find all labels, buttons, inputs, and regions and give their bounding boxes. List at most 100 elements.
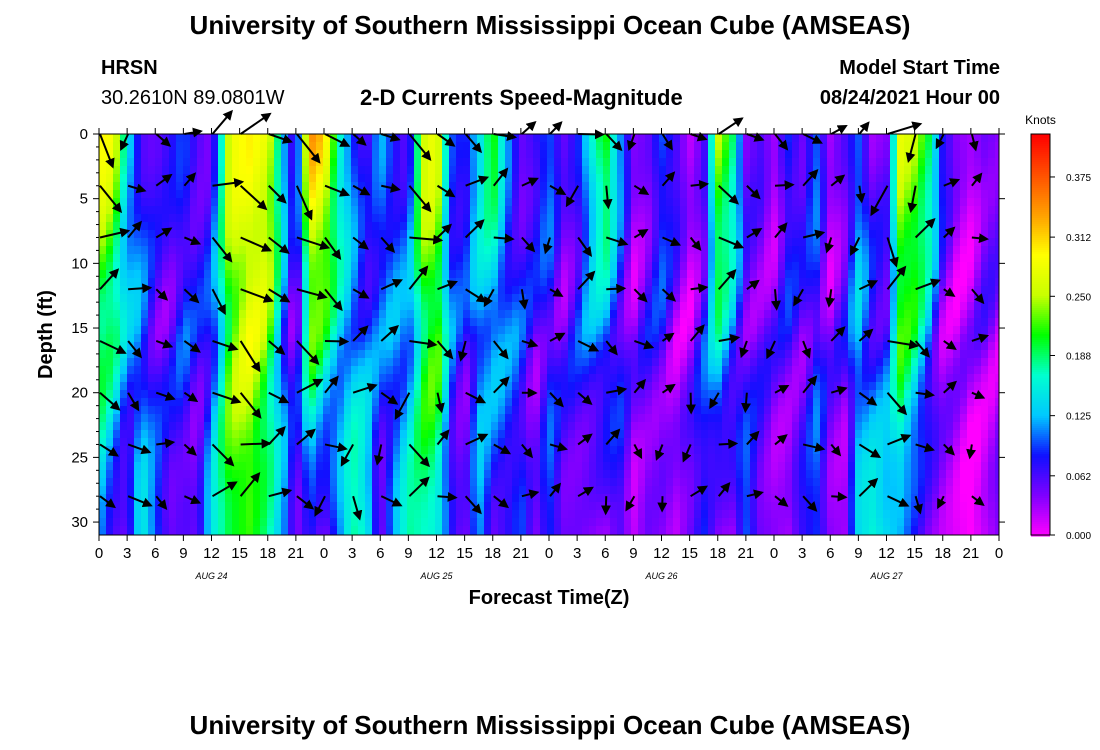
heatmap-cell: [554, 342, 562, 351]
heatmap-cell: [603, 350, 611, 359]
heatmap-cell: [393, 262, 401, 271]
heatmap-cell: [666, 486, 674, 495]
heatmap-cell: [603, 518, 611, 527]
heatmap-cell: [687, 454, 695, 463]
heatmap-cell: [295, 190, 303, 199]
heatmap-cell: [512, 190, 520, 199]
heatmap-cell: [603, 326, 611, 335]
heatmap-cell: [484, 462, 492, 471]
heatmap-cell: [757, 390, 765, 399]
heatmap-cell: [295, 390, 303, 399]
heatmap-cell: [302, 374, 310, 383]
heatmap-cell: [582, 494, 590, 503]
heatmap-cell: [708, 374, 716, 383]
heatmap-cell: [764, 398, 772, 407]
heatmap-cell: [379, 478, 387, 487]
heatmap-cell: [701, 526, 709, 535]
heatmap-cell: [281, 182, 289, 191]
heatmap-cell: [309, 318, 317, 327]
heatmap-cell: [582, 478, 590, 487]
heatmap-cell: [351, 462, 359, 471]
heatmap-cell: [554, 222, 562, 231]
heatmap-cell: [477, 494, 485, 503]
heatmap-cell: [414, 222, 422, 231]
heatmap-cell: [477, 206, 485, 215]
heatmap-cell: [722, 246, 730, 255]
heatmap-cell: [253, 278, 261, 287]
heatmap-cell: [687, 486, 695, 495]
heatmap-cell: [386, 494, 394, 503]
heatmap-cell: [596, 446, 604, 455]
heatmap-cell: [722, 302, 730, 311]
heatmap-cell: [631, 190, 639, 199]
heatmap-cell: [638, 358, 646, 367]
heatmap-cell: [211, 470, 219, 479]
heatmap-cell: [99, 358, 107, 367]
heatmap-cell: [414, 350, 422, 359]
heatmap-cell: [687, 278, 695, 287]
heatmap-cell: [295, 238, 303, 247]
heatmap-cell: [449, 510, 457, 519]
heatmap-cell: [435, 198, 443, 207]
heatmap-cell: [239, 158, 247, 167]
heatmap-cell: [666, 262, 674, 271]
heatmap-cell: [603, 478, 611, 487]
heatmap-cell: [750, 366, 758, 375]
heatmap-cell: [694, 222, 702, 231]
heatmap-cell: [547, 334, 555, 343]
heatmap-cell: [309, 206, 317, 215]
heatmap-cell: [708, 230, 716, 239]
heatmap-cell: [505, 510, 513, 519]
heatmap-cell: [582, 502, 590, 511]
heatmap-cell: [666, 190, 674, 199]
heatmap-cell: [274, 358, 282, 367]
heatmap-cell: [421, 318, 429, 327]
heatmap-cell: [764, 406, 772, 415]
heatmap-cell: [540, 486, 548, 495]
heatmap-cell: [400, 262, 408, 271]
heatmap-cell: [484, 366, 492, 375]
heatmap-cell: [498, 510, 506, 519]
heatmap-cell: [169, 382, 177, 391]
heatmap-cell: [365, 246, 373, 255]
heatmap-cell: [407, 430, 415, 439]
heatmap-cell: [274, 246, 282, 255]
heatmap-cell: [743, 342, 751, 351]
heatmap-cell: [197, 166, 205, 175]
heatmap-cell: [708, 462, 716, 471]
heatmap-cell: [456, 166, 464, 175]
heatmap-cell: [344, 158, 352, 167]
heatmap-cell: [610, 270, 618, 279]
heatmap-cell: [589, 430, 597, 439]
heatmap-cell: [141, 278, 149, 287]
heatmap-cell: [603, 486, 611, 495]
heatmap-cell: [589, 166, 597, 175]
heatmap-cell: [302, 526, 310, 535]
heatmap-cell: [561, 510, 569, 519]
heatmap-cell: [407, 206, 415, 215]
heatmap-cell: [400, 182, 408, 191]
heatmap-cell: [400, 214, 408, 223]
heatmap-cell: [701, 462, 709, 471]
heatmap-cell: [568, 302, 576, 311]
heatmap-cell: [771, 206, 779, 215]
heatmap-cell: [764, 150, 772, 159]
heatmap-cell: [729, 214, 737, 223]
heatmap-cell: [547, 166, 555, 175]
heatmap-cell: [302, 454, 310, 463]
heatmap-cell: [498, 246, 506, 255]
heatmap-cell: [253, 382, 261, 391]
heatmap-cell: [715, 326, 723, 335]
heatmap-cell: [757, 182, 765, 191]
heatmap-cell: [183, 198, 191, 207]
heatmap-cell: [673, 350, 681, 359]
heatmap-cell: [176, 350, 184, 359]
heatmap-cell: [771, 158, 779, 167]
heatmap-cell: [197, 486, 205, 495]
heatmap-cell: [764, 382, 772, 391]
heatmap-cell: [232, 214, 240, 223]
heatmap-cell: [400, 342, 408, 351]
heatmap-cell: [106, 366, 114, 375]
heatmap-cell: [617, 262, 625, 271]
heatmap-cell: [470, 326, 478, 335]
